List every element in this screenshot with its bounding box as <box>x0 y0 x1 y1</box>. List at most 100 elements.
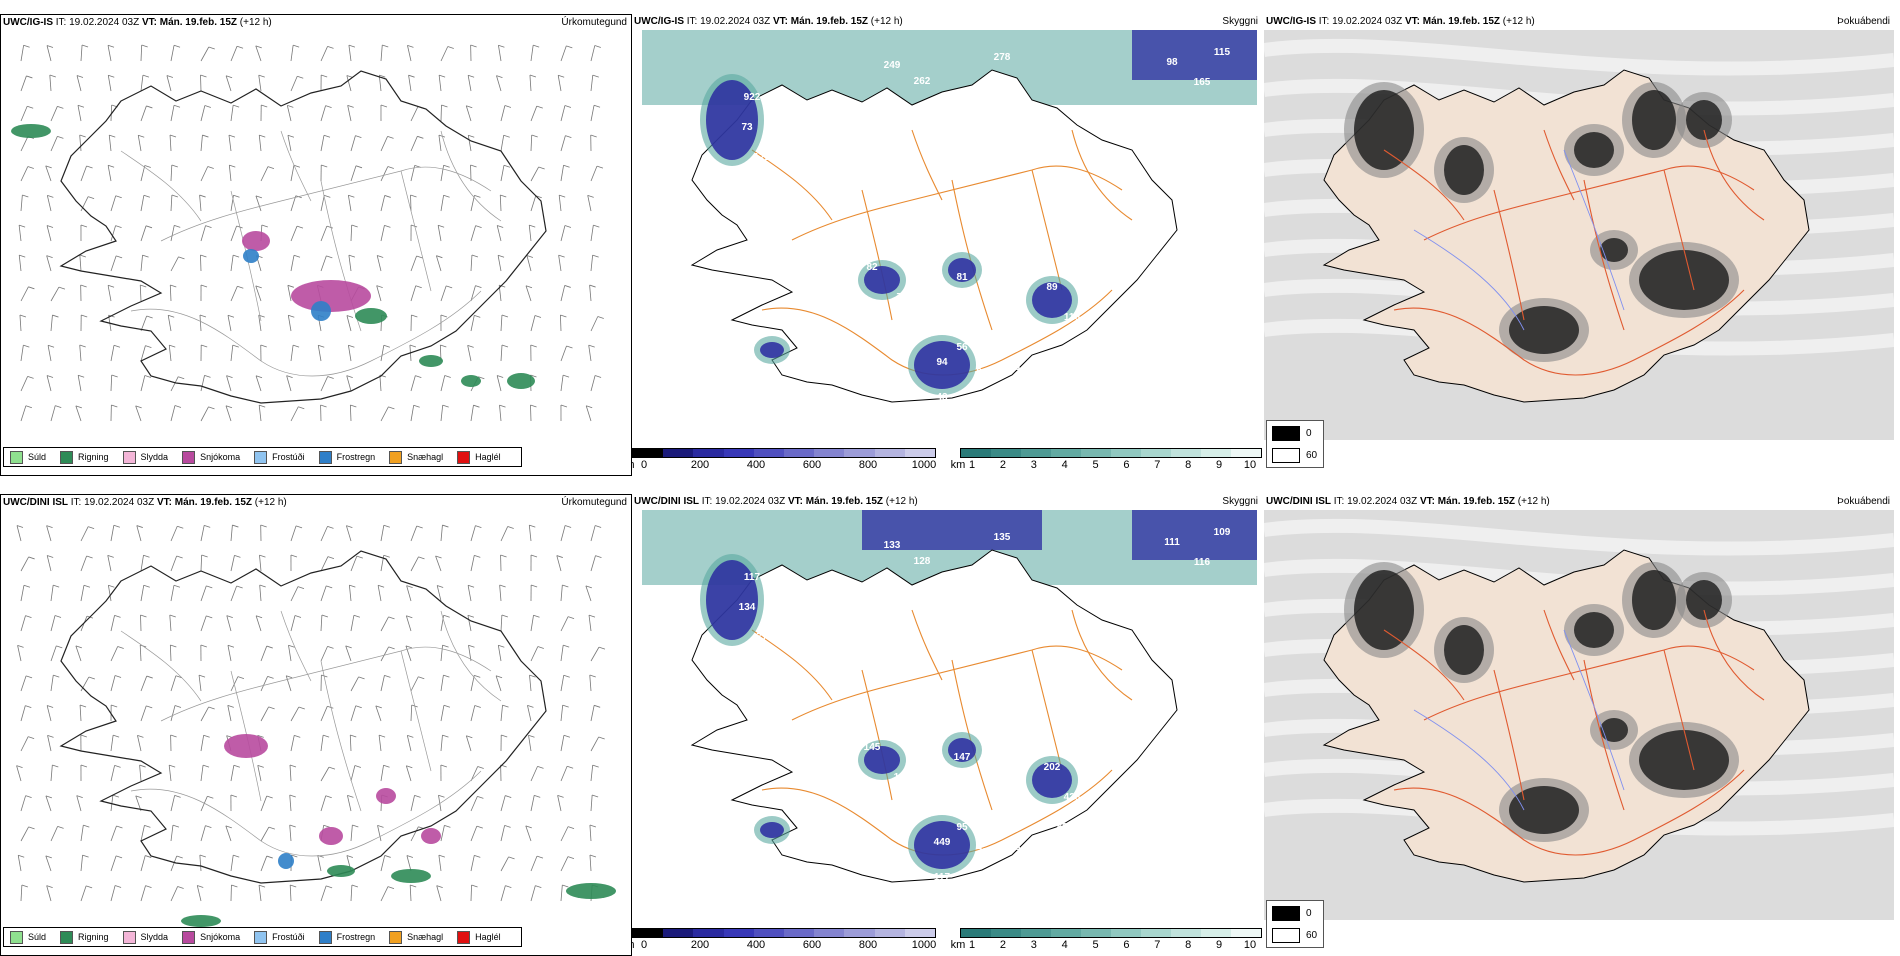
visibility-label: 135 <box>994 532 1011 543</box>
colorbar-tick: 7 <box>1154 939 1160 951</box>
panel-title: UWC/DINI ISL IT: 19.02.2024 03Z VT: Mán.… <box>1266 494 1550 510</box>
product-name: Úrkomutegund <box>561 15 627 31</box>
visibility-label: 53 <box>1036 847 1048 858</box>
legend-swatch <box>60 931 73 944</box>
legend-item: Rigning <box>60 451 109 464</box>
visibility-label: 56 <box>956 342 968 353</box>
iceland-map <box>1 31 631 451</box>
legend-item: Frostúði <box>254 451 305 464</box>
visibility-label: 77 <box>756 632 768 643</box>
colorbar-tick: 1000 <box>912 459 936 471</box>
colorbar-tick: 1 <box>969 939 975 951</box>
precip-type-panel-bottom: UWC/DINI ISL IT: 19.02.2024 03Z VT: Mán.… <box>0 494 632 956</box>
colorbar-strip <box>632 448 936 458</box>
iceland-map <box>1264 30 1894 440</box>
legend-item: Rigning <box>60 931 109 944</box>
colorbar-tick: 600 <box>803 939 821 951</box>
visibility-label: 82 <box>866 262 878 273</box>
colorbar-tick: 400 <box>747 939 765 951</box>
colorbar-strip <box>632 928 936 938</box>
colorbar-tick: 600 <box>803 459 821 471</box>
fog-legend-swatch <box>1272 426 1300 441</box>
visibility-label: 122 <box>754 152 771 163</box>
legend-swatch <box>457 451 470 464</box>
visibility-label: 249 <box>884 60 901 71</box>
legend-swatch <box>123 451 136 464</box>
legend-swatch <box>389 931 402 944</box>
fog-legend-label: 60 <box>1306 930 1317 941</box>
iceland-map <box>1 511 631 931</box>
visibility-label: 115 <box>1214 47 1231 58</box>
visibility-label: 107 <box>749 182 766 193</box>
visibility-label: 74 <box>1036 367 1048 378</box>
legend-label: Snjókoma <box>200 932 240 942</box>
visibility-label: 202 <box>1044 762 1061 773</box>
legend-swatch <box>10 451 23 464</box>
visibility-label: 73 <box>976 847 988 858</box>
colorbar-tick: 3 <box>1031 939 1037 951</box>
colorbar-tick: 2 <box>1000 939 1006 951</box>
visibility-label: 109 <box>1214 527 1231 538</box>
visibility-label: 56 <box>956 407 968 418</box>
visibility-label: 262 <box>914 76 931 87</box>
colorbar-tick: 6 <box>1123 939 1129 951</box>
legend-item: Súld <box>10 931 46 944</box>
legend-item: Súld <box>10 451 46 464</box>
fog-legend-label: 0 <box>1306 908 1312 919</box>
legend-item: Haglél <box>457 931 501 944</box>
legend-swatch <box>319 451 332 464</box>
visibility-label: 165 <box>1194 77 1211 88</box>
visibility-label: 428 <box>1064 792 1081 803</box>
colorbar-tick: 10 <box>1244 459 1256 471</box>
legend-label: Frostúði <box>272 932 305 942</box>
legend-swatch <box>319 931 332 944</box>
visibility-label: 72 <box>731 667 743 678</box>
visibility-label: 278 <box>994 52 1011 63</box>
colorbar-tick: 5 <box>1092 939 1098 951</box>
fog-legend-row: 0 <box>1267 903 1323 923</box>
visibility-label: 134 <box>739 602 756 613</box>
legend-item: Snjókoma <box>182 451 240 464</box>
colorbar-tick: 800 <box>859 459 877 471</box>
colorbar-tick: 400 <box>747 459 765 471</box>
colorbar-tick: 4 <box>1062 459 1068 471</box>
panel-title: UWC/IG-IS IT: 19.02.2024 03Z VT: Mán. 19… <box>3 15 272 31</box>
visibility-label: 147 <box>954 752 971 763</box>
visibility-label: 78 <box>746 682 758 693</box>
fog-legend-row: 60 <box>1267 925 1323 945</box>
visibility-label: 133 <box>884 540 901 551</box>
product-name: Skyggni <box>1222 494 1258 510</box>
colorbar-tick: 1000 <box>912 939 936 951</box>
legend-label: Snæhagl <box>407 452 443 462</box>
visibility-label: 138 <box>894 772 911 783</box>
precip-type-panel-top: UWC/IG-IS IT: 19.02.2024 03Z VT: Mán. 19… <box>0 14 632 476</box>
legend-label: Frostregn <box>337 452 376 462</box>
visibility-label: 89 <box>1046 282 1058 293</box>
visibility-label: 111 <box>1164 537 1180 548</box>
legend-label: Slydda <box>141 452 169 462</box>
fog-legend-row: 0 <box>1267 423 1323 443</box>
colorbar-tick: 9 <box>1216 939 1222 951</box>
product-name: Þokuábendi <box>1837 14 1890 30</box>
legend-item: Snæhagl <box>389 451 443 464</box>
legend-swatch <box>182 451 195 464</box>
legend-label: Frostregn <box>337 932 376 942</box>
legend-item: Slydda <box>123 451 169 464</box>
colorbar-unit: m <box>632 459 635 471</box>
colorbar-unit: m <box>632 939 635 951</box>
fog-panel-top: UWC/IG-IS IT: 19.02.2024 03Z VT: Mán. 19… <box>1264 14 1894 474</box>
colorbar-tick: 200 <box>691 459 709 471</box>
visibility-label: 116 <box>1004 362 1021 373</box>
legend-label: Súld <box>28 932 46 942</box>
product-name: Skyggni <box>1222 14 1258 30</box>
legend-swatch <box>254 931 267 944</box>
ceiling-colorbar: m02004006008001000 <box>632 928 936 952</box>
colorbar-tick: 4 <box>1062 939 1068 951</box>
visibility-label: 50 <box>956 887 968 898</box>
legend-label: Frostúði <box>272 452 305 462</box>
